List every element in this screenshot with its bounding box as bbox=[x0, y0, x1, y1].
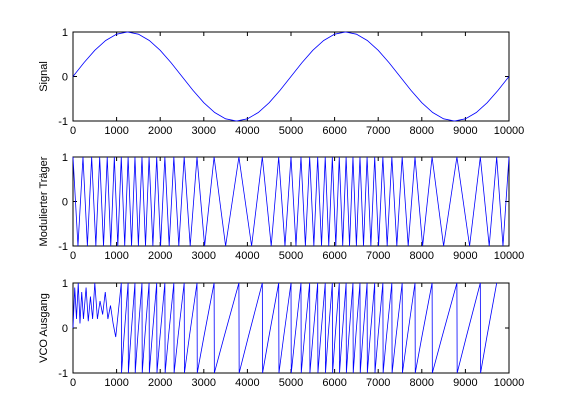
y-tick-label: 0 bbox=[62, 72, 68, 84]
y-tick-label: -1 bbox=[58, 116, 68, 128]
x-tick-label: 5000 bbox=[279, 125, 303, 137]
x-tick-label: 8000 bbox=[410, 377, 434, 389]
x-tick-label: 9000 bbox=[453, 377, 477, 389]
x-tick-label: 0 bbox=[70, 250, 76, 262]
x-tick-label: 10000 bbox=[494, 125, 525, 137]
signal-line bbox=[72, 282, 498, 374]
y-tick-label: -1 bbox=[58, 241, 68, 253]
x-tick-label: 9000 bbox=[453, 250, 477, 262]
x-tick-label: 6000 bbox=[322, 125, 346, 137]
x-tick-label: 8000 bbox=[410, 125, 434, 137]
x-tick-label: 1000 bbox=[104, 250, 128, 262]
y-tick-label: 0 bbox=[62, 197, 68, 209]
x-tick-label: 1000 bbox=[104, 377, 128, 389]
x-tick-label: 5000 bbox=[279, 377, 303, 389]
x-tick-label: 5000 bbox=[279, 250, 303, 262]
x-tick-label: 6000 bbox=[322, 250, 346, 262]
x-tick-label: 3000 bbox=[192, 125, 216, 137]
x-tick-label: 1000 bbox=[104, 125, 128, 137]
y-axis-label: Signal bbox=[38, 61, 50, 92]
signal-line bbox=[72, 156, 510, 247]
x-tick-label: 2000 bbox=[148, 377, 172, 389]
y-tick-label: 1 bbox=[62, 152, 68, 164]
x-tick-label: 2000 bbox=[148, 125, 172, 137]
axes-box bbox=[72, 156, 510, 247]
x-tick-label: 8000 bbox=[410, 250, 434, 262]
x-tick-label: 0 bbox=[70, 377, 76, 389]
y-tick-label: 0 bbox=[62, 323, 68, 335]
x-tick-label: 4000 bbox=[235, 377, 259, 389]
y-tick-label: 1 bbox=[62, 278, 68, 290]
x-tick-label: 7000 bbox=[366, 125, 390, 137]
x-tick-label: 2000 bbox=[148, 250, 172, 262]
x-tick-label: 7000 bbox=[366, 377, 390, 389]
x-tick-label: 3000 bbox=[192, 250, 216, 262]
x-tick-label: 9000 bbox=[453, 125, 477, 137]
y-axis-label: VCO Ausgang bbox=[38, 293, 50, 363]
y-axis-label: Modulierter Träger bbox=[38, 156, 50, 246]
x-tick-label: 4000 bbox=[235, 250, 259, 262]
signal-line bbox=[72, 31, 510, 122]
y-tick-label: -1 bbox=[58, 368, 68, 380]
y-tick-label: 1 bbox=[62, 27, 68, 39]
x-tick-label: 0 bbox=[70, 125, 76, 137]
x-tick-label: 3000 bbox=[192, 377, 216, 389]
x-tick-label: 10000 bbox=[494, 377, 525, 389]
x-tick-label: 7000 bbox=[366, 250, 390, 262]
x-tick-label: 4000 bbox=[235, 125, 259, 137]
x-tick-label: 10000 bbox=[494, 250, 525, 262]
x-tick-label: 6000 bbox=[322, 377, 346, 389]
